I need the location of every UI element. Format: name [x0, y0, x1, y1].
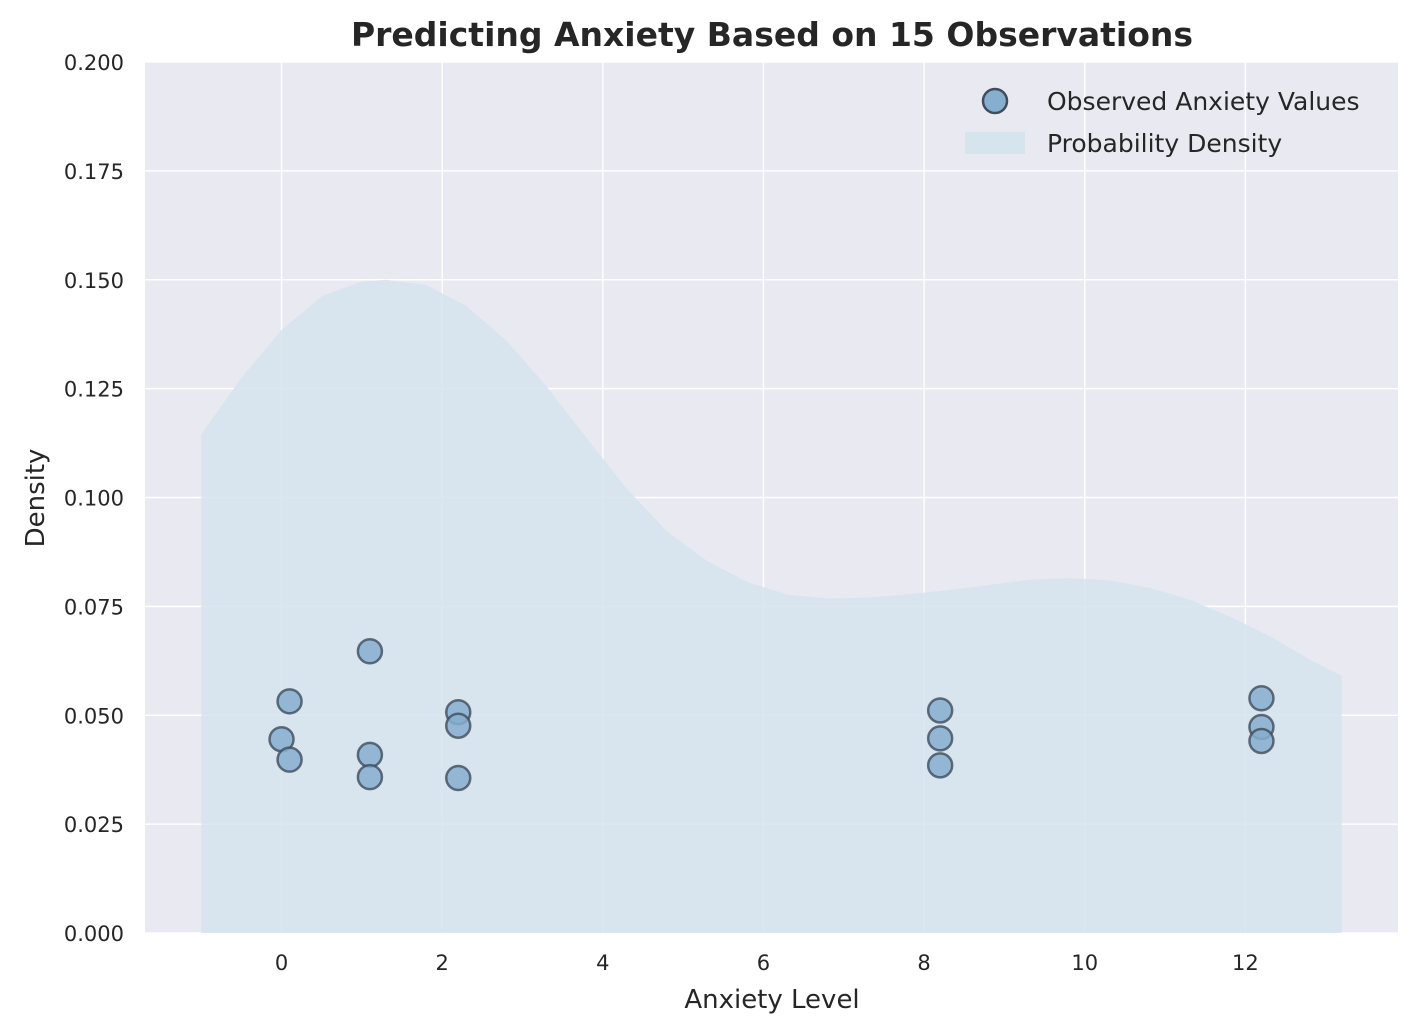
- x-tick-label: 8: [917, 951, 930, 975]
- y-axis-label: Density: [21, 449, 51, 548]
- y-tick-label: 0.125: [64, 378, 124, 402]
- x-tick-label: 0: [275, 951, 288, 975]
- scatter-point: [926, 697, 954, 724]
- chart-title: Predicting Anxiety Based on 15 Observati…: [351, 15, 1193, 54]
- density-area: [201, 279, 1342, 933]
- y-tick-label: 0.025: [64, 813, 124, 837]
- y-tick-label: 0.100: [64, 487, 124, 511]
- scatter-point: [1248, 685, 1275, 712]
- y-tick-label: 0.000: [64, 922, 124, 946]
- y-tick-label: 0.150: [64, 269, 124, 293]
- scatter-point: [276, 688, 303, 715]
- scatter-point: [1248, 727, 1275, 755]
- x-tick-label: 4: [596, 951, 609, 975]
- scatter-point: [445, 712, 472, 739]
- legend-label-observed: Observed Anxiety Values: [1047, 87, 1360, 116]
- x-axis-ticks: 0 2 4 6 8 10 12: [275, 951, 1259, 975]
- legend: Observed Anxiety Values Probability Dens…: [965, 87, 1360, 158]
- x-tick-label: 10: [1071, 951, 1098, 975]
- scatter-point: [445, 764, 472, 792]
- scatter-point: [356, 637, 384, 665]
- y-tick-label: 0.200: [64, 51, 124, 75]
- y-tick-label: 0.175: [64, 160, 124, 184]
- scatter-point: [926, 725, 954, 752]
- y-tick-label: 0.075: [64, 595, 124, 619]
- x-axis-label: Anxiety Level: [684, 985, 859, 1015]
- scatter-point: [356, 763, 384, 791]
- data-points: [268, 637, 1275, 792]
- scatter-point: [926, 752, 954, 779]
- y-tick-label: 0.050: [64, 704, 124, 728]
- scatter-point: [276, 746, 303, 773]
- x-tick-label: 12: [1232, 951, 1259, 975]
- x-tick-label: 6: [757, 951, 770, 975]
- legend-area-swatch: [965, 132, 1025, 154]
- legend-label-density: Probability Density: [1047, 129, 1282, 158]
- legend-scatter-marker: [981, 87, 1009, 115]
- y-axis-ticks: 0.000 0.025 0.050 0.075 0.100 0.125 0.150 0.175…: [64, 51, 124, 946]
- x-tick-label: 2: [435, 951, 448, 975]
- scatter-point: [356, 741, 384, 769]
